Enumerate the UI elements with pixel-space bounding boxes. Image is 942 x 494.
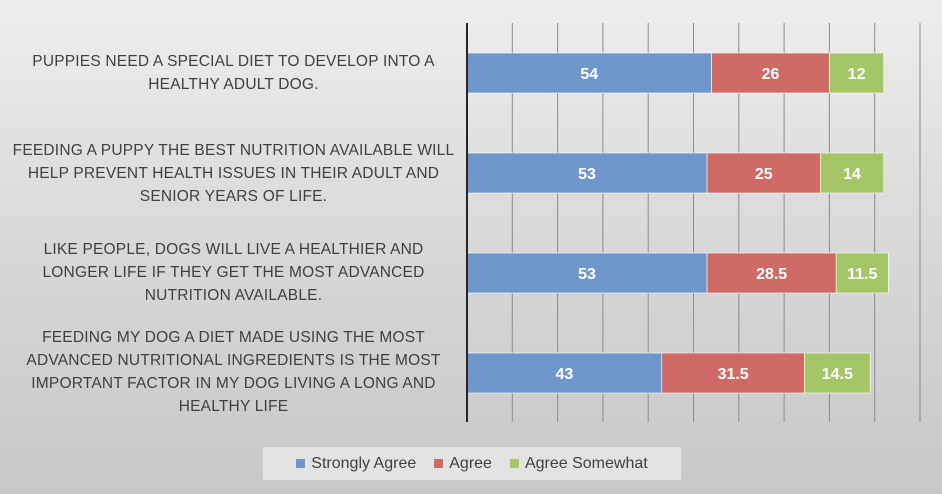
data-label-0-1: 26 — [762, 66, 780, 83]
legend-swatch-agree-somewhat — [509, 459, 519, 468]
category-label-3: FEEDING MY DOG A DIET MADE USING THE MOS… — [26, 329, 441, 415]
data-label-0-2: 12 — [848, 66, 866, 83]
legend-label-strongly-agree: Strongly Agree — [311, 454, 417, 472]
data-label-2-1: 28.5 — [756, 266, 787, 283]
data-label-1-1: 25 — [755, 166, 773, 183]
legend-label-agree-somewhat: Agree Somewhat — [524, 454, 648, 472]
category-label-0: PUPPIES NEED A SPECIAL DIET TO DEVELOP I… — [32, 53, 435, 93]
data-label-2-0: 53 — [578, 266, 596, 283]
legend-item-agree-somewhat: Agree Somewhat — [509, 454, 648, 473]
data-label-3-2: 14.5 — [822, 366, 853, 383]
bar-1-0 — [466, 152, 708, 194]
bar-1-1 — [706, 152, 821, 194]
bar-2-0 — [466, 252, 708, 294]
legend-swatch-strongly-agree — [296, 459, 306, 468]
legend-item-strongly-agree: Strongly Agree — [296, 455, 416, 473]
bar-1-2 — [820, 152, 885, 194]
bar-3-0 — [466, 352, 663, 394]
data-label-0-0: 54 — [580, 66, 598, 83]
bar-3-1 — [661, 352, 805, 394]
data-label-1-2: 14 — [843, 166, 861, 183]
data-label-2-2: 11.5 — [847, 266, 877, 283]
data-label-3-1: 31.5 — [718, 366, 749, 383]
bar-2-1 — [706, 252, 837, 294]
chart-legend: Strongly Agree Agree Agree Somewhat — [263, 447, 681, 480]
bar-0-2 — [829, 52, 885, 94]
bar-0-1 — [711, 52, 830, 94]
bar-3-2 — [804, 352, 871, 394]
category-label-2: LIKE PEOPLE, DOGS WILL LIVE A HEALTHIER … — [42, 241, 425, 304]
legend-label-agree: Agree — [449, 454, 492, 472]
bar-2-2 — [835, 252, 889, 294]
legend-swatch-agree — [434, 459, 444, 468]
legend-item-agree: Agree — [434, 455, 492, 473]
data-label-3-0: 43 — [555, 366, 573, 383]
category-label-1: FEEDING A PUPPY THE BEST NUTRITION AVAIL… — [12, 142, 455, 205]
data-label-1-0: 53 — [578, 166, 596, 183]
